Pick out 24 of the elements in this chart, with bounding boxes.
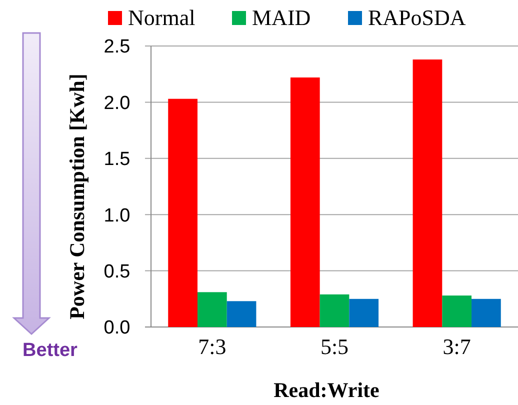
x-tick-label: 7:3 — [198, 334, 226, 359]
y-tick-label: 2.0 — [104, 92, 130, 114]
y-tick-label: 1.5 — [104, 149, 130, 170]
bar — [320, 294, 350, 327]
bar — [472, 298, 501, 327]
text: Better — [22, 340, 78, 361]
x-tick-label: 3:7 — [442, 334, 471, 359]
bar — [197, 292, 227, 327]
y-tick-label: 1.0 — [104, 205, 130, 226]
bar — [442, 296, 472, 327]
y-axis-title: Power Consumption [Kwh] — [65, 74, 89, 320]
bar — [412, 59, 442, 327]
x-tick-label: 5:5 — [320, 334, 349, 359]
legend-label: RAPoSDA — [368, 5, 466, 30]
bar — [349, 298, 379, 327]
legend-label: Normal — [128, 5, 196, 30]
x-axis-title: Read:Write — [274, 378, 380, 402]
bar — [290, 77, 320, 327]
y-tick-label: 2.5 — [104, 36, 130, 58]
bar — [226, 301, 256, 327]
y-tick-label: 0.5 — [104, 261, 130, 282]
y-tick-label: 0.0 — [104, 318, 130, 339]
legend-label: MAID — [252, 5, 311, 30]
bar — [168, 98, 198, 327]
